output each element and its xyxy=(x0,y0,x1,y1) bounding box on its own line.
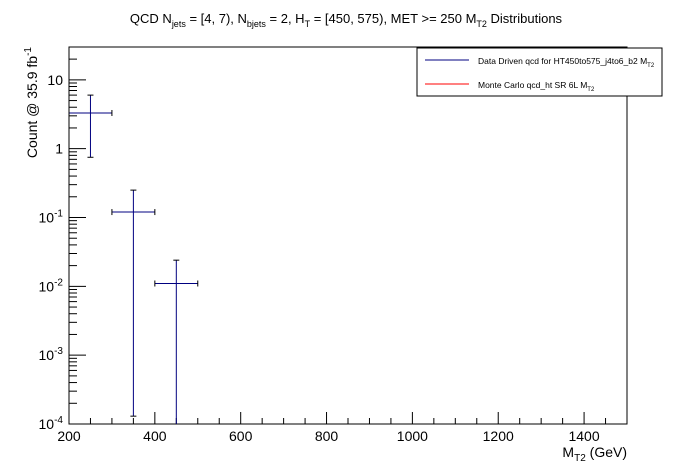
y-tick-label: 1 xyxy=(55,141,63,157)
y-axis-label: Count @ 35.9 fb-1 xyxy=(23,47,40,159)
y-tick-label: 10-1 xyxy=(39,209,64,226)
data-point xyxy=(111,189,156,417)
x-tick-label: 1000 xyxy=(397,428,428,444)
y-tick-label: 10-3 xyxy=(39,346,64,363)
x-tick-label: 400 xyxy=(143,428,167,444)
y-tick-label: 10-2 xyxy=(39,277,64,294)
y-axis: 10-4 10-3 10-2 10-1 1 10 xyxy=(39,46,86,432)
legend-label: Data Driven qcd for HT450to575_j4to6_b2 … xyxy=(478,56,655,69)
legend-label: Monte Carlo qcd_ht SR 6L MT2 xyxy=(478,80,595,93)
y-tick-label: 10-4 xyxy=(39,415,64,432)
x-tick-label: 200 xyxy=(57,428,81,444)
x-axis-label: MT2 (GeV) xyxy=(562,444,627,464)
data-point xyxy=(68,94,113,158)
data-point xyxy=(154,259,199,424)
x-tick-label: 800 xyxy=(315,428,339,444)
series-group xyxy=(68,94,199,424)
x-axis: 200 400 600 800 1000 1200 1400 xyxy=(57,412,628,444)
legend-box xyxy=(416,47,663,97)
x-tick-label: 1200 xyxy=(483,428,514,444)
series-layer xyxy=(68,94,199,424)
x-tick-label: 600 xyxy=(229,428,253,444)
x-tick-label: 1400 xyxy=(568,428,599,444)
chart-title: QCD Njets = [4, 7), Nbjets = 2, HT = [45… xyxy=(130,11,563,29)
y-tick-label: 10 xyxy=(47,72,63,88)
legend: Data Driven qcd for HT450to575_j4to6_b2 … xyxy=(416,47,663,97)
